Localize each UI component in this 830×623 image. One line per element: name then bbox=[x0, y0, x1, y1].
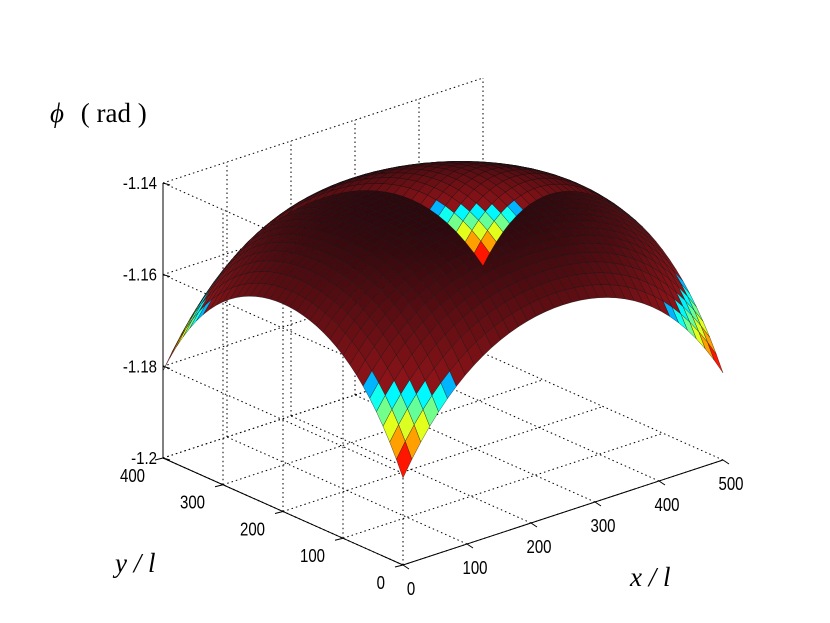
z-axis-symbol: ϕ bbox=[50, 98, 64, 128]
axes bbox=[154, 182, 730, 570]
x-tick-label: 500 bbox=[718, 473, 743, 494]
surface-patch bbox=[169, 329, 186, 359]
x-tick-mark bbox=[658, 480, 666, 486]
back-wall-grid-line bbox=[162, 274, 404, 383]
x-tick-label: 400 bbox=[654, 494, 679, 515]
z-tick-mark bbox=[162, 365, 171, 369]
floor-grid-line bbox=[282, 406, 604, 512]
z-tick-label: -1.16 bbox=[123, 264, 157, 285]
z-tick-label: -1.14 bbox=[123, 173, 157, 194]
floor-grid-line bbox=[418, 373, 660, 482]
floor-grid-line bbox=[226, 436, 468, 545]
x-tick-mark bbox=[466, 543, 474, 549]
z-tick-mark bbox=[162, 274, 171, 278]
y-tick-mark bbox=[274, 511, 284, 514]
floor-grid-line bbox=[290, 415, 532, 524]
surface-patch bbox=[176, 320, 193, 348]
floor-grid-line bbox=[354, 394, 596, 503]
z-tick-label: -1.18 bbox=[123, 356, 157, 377]
surface-patch bbox=[707, 341, 724, 374]
y-tick-mark bbox=[394, 564, 404, 568]
x-tick-label: 0 bbox=[407, 578, 415, 599]
y-axis-label: y / l bbox=[112, 548, 156, 578]
z-axis-label: ϕ ( rad ) bbox=[50, 98, 147, 128]
x-axis-line bbox=[402, 459, 724, 566]
x-tick-label: 100 bbox=[462, 557, 487, 578]
z-tick-mark bbox=[162, 457, 171, 461]
y-tick-mark bbox=[154, 457, 164, 461]
x-tick-mark bbox=[722, 459, 730, 465]
x-tick-label: 200 bbox=[526, 536, 551, 557]
back-wall-grid-line bbox=[162, 365, 404, 474]
y-tick-mark bbox=[214, 484, 224, 488]
x-tick-mark bbox=[530, 522, 538, 528]
z-tick-mark bbox=[162, 182, 171, 186]
z-axis-unit: ( rad ) bbox=[81, 98, 147, 128]
y-tick-label: 400 bbox=[120, 465, 145, 486]
x-tick-label: 300 bbox=[590, 515, 615, 536]
x-tick-mark bbox=[594, 501, 602, 507]
y-tick-label: 100 bbox=[300, 546, 325, 567]
x-axis-label: x / l bbox=[629, 562, 671, 592]
z-tick-label: -1.2 bbox=[131, 448, 157, 469]
tick-labels: 0 100 200 300 400 500 0 100 200 300 400 -1.14 -1.16 -… bbox=[120, 173, 744, 600]
x-tick-mark bbox=[402, 564, 410, 570]
y-tick-mark bbox=[334, 537, 344, 541]
surface-patch bbox=[182, 312, 199, 338]
y-tick-label: 300 bbox=[180, 492, 205, 513]
surface-patch bbox=[162, 340, 179, 371]
y-tick-label: 200 bbox=[240, 519, 265, 540]
y-tick-label: 0 bbox=[377, 572, 385, 593]
surface bbox=[162, 161, 724, 479]
floor-grid-line bbox=[482, 352, 724, 461]
